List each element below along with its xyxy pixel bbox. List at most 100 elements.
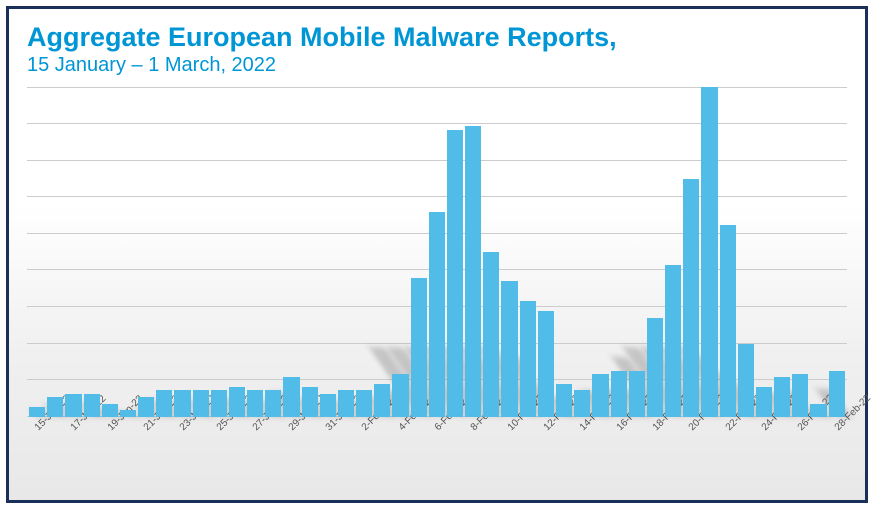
x-label-slot [592,421,608,481]
bar-slot [211,87,227,417]
bar [738,344,754,417]
bar [392,374,408,417]
bar-slot [120,87,136,417]
bar [629,371,645,417]
bar [283,377,299,417]
x-label-slot: 6-Feb-22 [429,421,445,481]
bar [65,394,81,417]
x-label-slot: 23-Jan-22 [174,421,190,481]
x-label-slot: 4-Feb-22 [392,421,408,481]
bar [611,371,627,417]
bar-slot [556,87,572,417]
bar [174,390,190,416]
x-label-slot: 16-Feb-22 [611,421,627,481]
x-label-slot: 2-Feb-22 [356,421,372,481]
bar [647,318,663,417]
bar-slot [429,87,445,417]
bar [683,179,699,417]
bar [556,384,572,417]
bar [720,225,736,416]
bar-slot [447,87,463,417]
bar-slot [29,87,45,417]
bar [229,387,245,417]
x-label-slot [629,421,645,481]
bar-slot [193,87,209,417]
bar-slot [174,87,190,417]
x-label-slot [520,421,536,481]
bar [156,390,172,416]
x-label-slot [447,421,463,481]
x-label-slot: 19-Jan-22 [102,421,118,481]
bar [138,397,154,417]
bar-slot [320,87,336,417]
bar [701,87,717,417]
x-label-slot [701,421,717,481]
bar-slot [629,87,645,417]
bar [374,384,390,417]
bar [792,374,808,417]
x-axis: 15-Jan-2217-Jan-2219-Jan-2221-Jan-2223-J… [27,421,847,481]
bar-slot [302,87,318,417]
chart-frame: Aggregate European Mobile Malware Report… [6,6,868,503]
bar-slot [501,87,517,417]
bar-slot [102,87,118,417]
x-label-slot [374,421,390,481]
x-label-slot: 27-Jan-22 [247,421,263,481]
bar [756,387,772,417]
bar-slot [229,87,245,417]
x-label-slot [84,421,100,481]
bar [265,390,281,416]
x-label-slot: 12-Feb-22 [538,421,554,481]
x-label-slot [556,421,572,481]
bar [320,394,336,417]
bar-slot [538,87,554,417]
bar [84,394,100,417]
bar-slot [611,87,627,417]
x-label-slot: 21-Jan-22 [138,421,154,481]
x-label-slot [483,421,499,481]
bar [520,301,536,417]
x-label-slot [774,421,790,481]
bar-slot [792,87,808,417]
bar [665,265,681,417]
x-label-slot [47,421,63,481]
x-label-slot: 22-Feb-22 [720,421,736,481]
x-label-slot: 29-Jan-22 [283,421,299,481]
bar-slot [247,87,263,417]
bar-slot [774,87,790,417]
bar [810,404,826,417]
bar [538,311,554,417]
bar [447,130,463,417]
bar-slot [520,87,536,417]
bar-slot [374,87,390,417]
x-label-slot: 20-Feb-22 [683,421,699,481]
bar-slot [683,87,699,417]
bar [47,397,63,417]
bars-container [27,87,847,417]
bar-slot [592,87,608,417]
bar [193,390,209,416]
bar-slot [720,87,736,417]
x-label-slot: 24-Feb-22 [756,421,772,481]
bar [574,390,590,416]
bar [774,377,790,417]
chart-title-main: Aggregate European Mobile Malware Report… [27,23,847,53]
bar [465,126,481,416]
x-label-slot [338,421,354,481]
bar [356,390,372,416]
bar [211,390,227,416]
bar [829,371,845,417]
bar [102,404,118,417]
x-label-slot [665,421,681,481]
x-label-slot [193,421,209,481]
bar-slot [338,87,354,417]
x-label-slot: 26-Feb-22 [792,421,808,481]
x-label-slot: 31-Jan-22 [320,421,336,481]
bar [29,407,45,417]
bar [302,387,318,417]
bar-slot [738,87,754,417]
x-label-slot: 28-Feb-22 [829,421,845,481]
x-label-slot [810,421,826,481]
bar-slot [665,87,681,417]
x-label-slot: 18-Feb-22 [647,421,663,481]
